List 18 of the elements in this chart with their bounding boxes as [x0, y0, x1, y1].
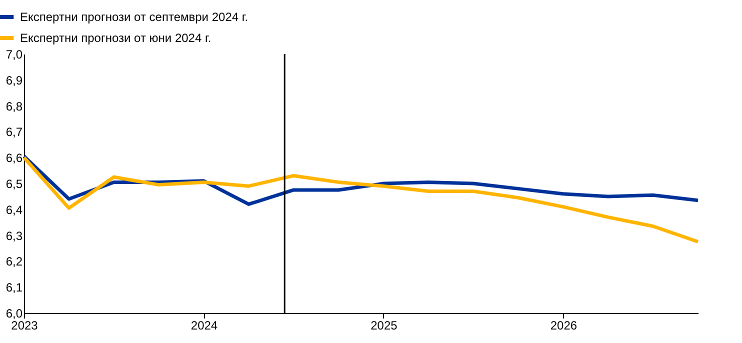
- y-tick-label: 6,6: [6, 151, 23, 166]
- y-tick-label: 6,3: [6, 228, 23, 243]
- y-tick-label: 6,4: [6, 202, 23, 217]
- x-tick-label: 2025: [370, 318, 398, 332]
- x-tick-label: 2024: [190, 318, 218, 332]
- legend-label: Експертни прогнози от юни 2024 г.: [20, 31, 212, 45]
- x-tick-label: 2023: [11, 318, 38, 332]
- y-tick-label: 6,9: [6, 73, 23, 88]
- y-tick-label: 6,7: [6, 125, 23, 140]
- line-series: [22, 156, 700, 244]
- y-tick-label: 6,5: [6, 177, 23, 191]
- legend-label: Експертни прогнози от септември 2024 г.: [20, 10, 248, 24]
- y-tick-label: 6,1: [6, 280, 23, 295]
- y-tick-label: 6,8: [6, 99, 23, 114]
- x-tick-label: 2026: [550, 318, 578, 332]
- y-tick-label: 6,0: [6, 306, 23, 320]
- y-tick-label: 7,0: [6, 48, 23, 62]
- y-tick-label: 6,2: [6, 254, 23, 269]
